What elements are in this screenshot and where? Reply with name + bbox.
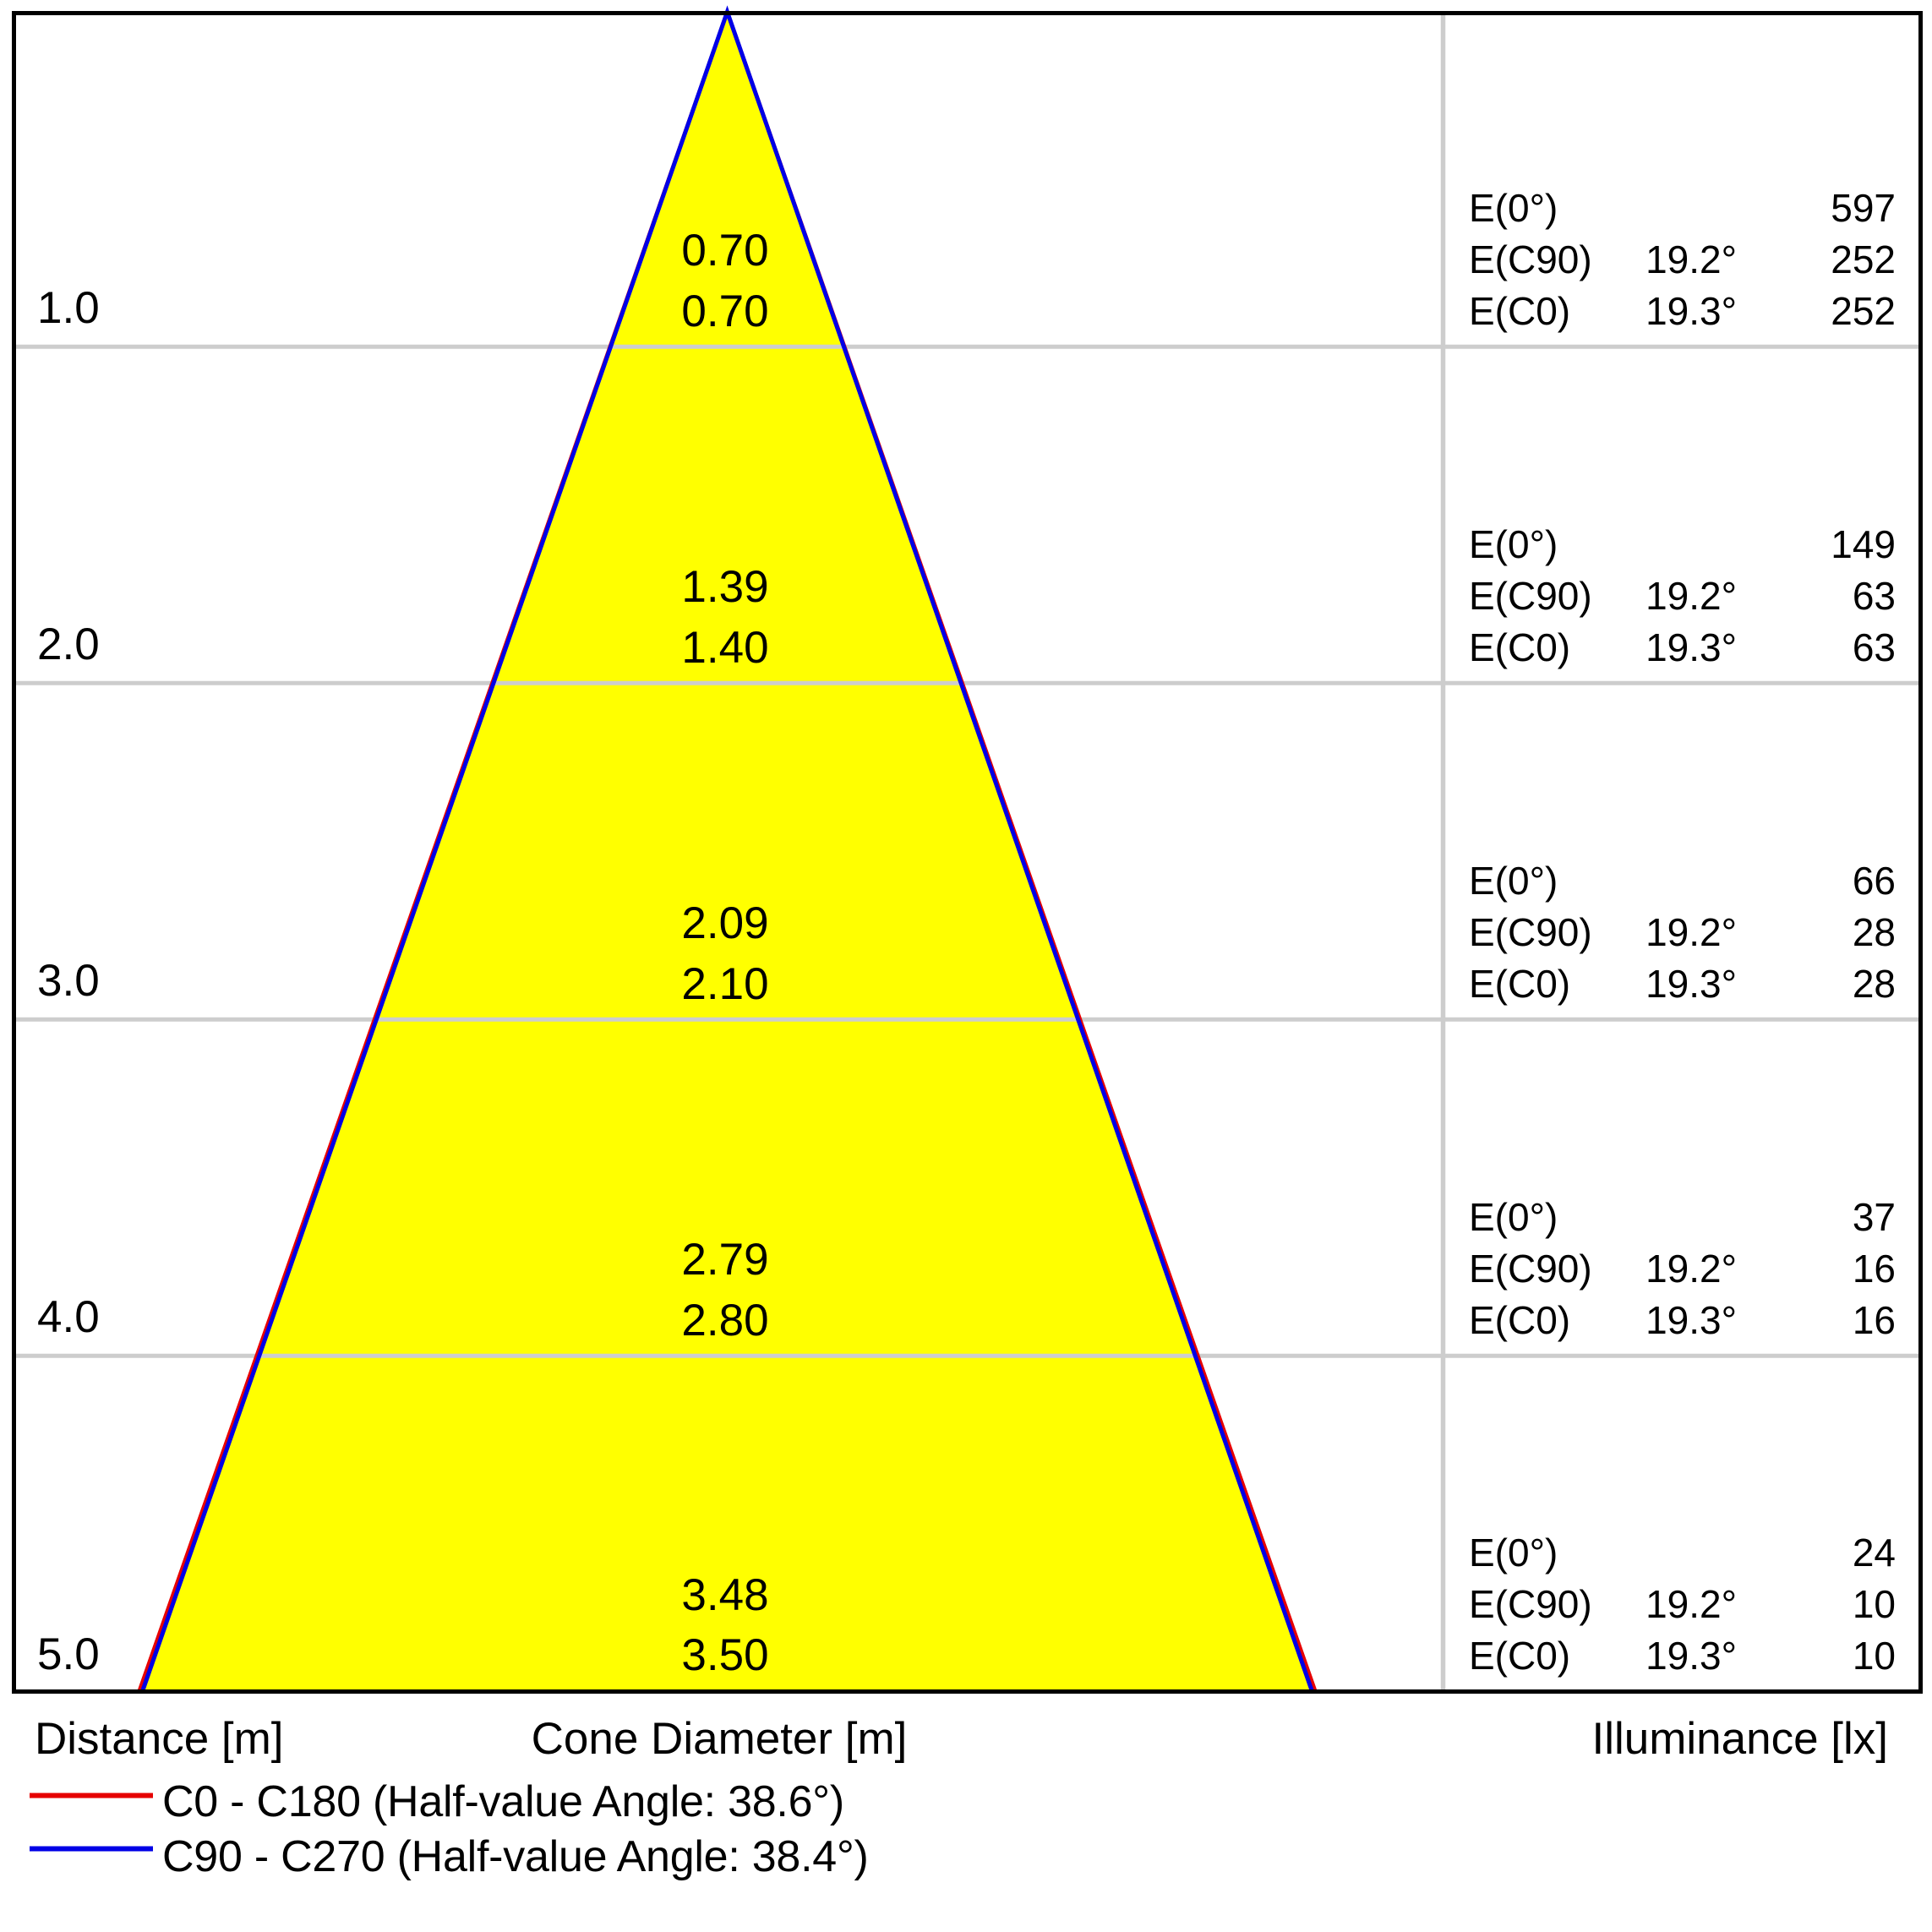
svg-text:19.3°: 19.3°	[1645, 1298, 1737, 1342]
svg-text:28: 28	[1853, 910, 1896, 954]
svg-text:252: 252	[1831, 289, 1896, 333]
svg-text:Cone Diameter [m]: Cone Diameter [m]	[532, 1714, 908, 1764]
svg-text:10: 10	[1853, 1582, 1896, 1626]
svg-text:28: 28	[1853, 962, 1896, 1006]
svg-text:E(C90): E(C90)	[1469, 910, 1592, 954]
svg-text:252: 252	[1831, 237, 1896, 281]
svg-text:1.39: 1.39	[681, 562, 768, 612]
svg-text:E(C90): E(C90)	[1469, 237, 1592, 281]
svg-text:19.3°: 19.3°	[1645, 625, 1737, 669]
svg-text:2.10: 2.10	[681, 959, 768, 1009]
svg-text:E(C0): E(C0)	[1469, 962, 1570, 1006]
svg-text:E(C0): E(C0)	[1469, 1634, 1570, 1678]
svg-text:E(C0): E(C0)	[1469, 1298, 1570, 1342]
svg-text:37: 37	[1853, 1195, 1896, 1239]
svg-text:63: 63	[1853, 625, 1896, 669]
svg-text:19.2°: 19.2°	[1645, 574, 1737, 618]
svg-text:E(0°): E(0°)	[1469, 1531, 1558, 1575]
svg-text:2.09: 2.09	[681, 898, 768, 948]
svg-text:C0 - C180 (Half-value Angle: 3: C0 - C180 (Half-value Angle: 38.6°)	[162, 1777, 844, 1826]
svg-text:16: 16	[1853, 1298, 1896, 1342]
svg-text:19.3°: 19.3°	[1645, 289, 1737, 333]
svg-text:149: 149	[1831, 522, 1896, 566]
svg-text:E(C0): E(C0)	[1469, 625, 1570, 669]
svg-text:E(C90): E(C90)	[1469, 1247, 1592, 1291]
svg-text:E(0°): E(0°)	[1469, 522, 1558, 566]
svg-text:2.79: 2.79	[681, 1235, 768, 1285]
svg-text:0.70: 0.70	[681, 226, 768, 276]
svg-text:2.0: 2.0	[37, 619, 100, 669]
svg-text:E(C0): E(C0)	[1469, 289, 1570, 333]
svg-text:E(C90): E(C90)	[1469, 1582, 1592, 1626]
svg-text:19.2°: 19.2°	[1645, 1247, 1737, 1291]
svg-text:19.2°: 19.2°	[1645, 1582, 1737, 1626]
svg-text:0.70: 0.70	[681, 287, 768, 336]
svg-text:66: 66	[1853, 859, 1896, 903]
svg-text:1.0: 1.0	[37, 283, 100, 333]
svg-text:Distance [m]: Distance [m]	[35, 1714, 284, 1764]
svg-text:3.50: 3.50	[681, 1630, 768, 1680]
svg-text:19.2°: 19.2°	[1645, 910, 1737, 954]
svg-text:63: 63	[1853, 574, 1896, 618]
svg-text:E(0°): E(0°)	[1469, 1195, 1558, 1239]
svg-text:19.2°: 19.2°	[1645, 237, 1737, 281]
svg-text:3.0: 3.0	[37, 956, 100, 1006]
svg-text:19.3°: 19.3°	[1645, 1634, 1737, 1678]
svg-text:2.80: 2.80	[681, 1296, 768, 1345]
svg-text:C90 - C270 (Half-value Angle:: C90 - C270 (Half-value Angle: 38.4°)	[162, 1832, 869, 1881]
svg-text:1.40: 1.40	[681, 623, 768, 673]
svg-text:3.48: 3.48	[681, 1570, 768, 1620]
svg-text:5.0: 5.0	[37, 1629, 100, 1679]
svg-text:16: 16	[1853, 1247, 1896, 1291]
svg-text:597: 597	[1831, 186, 1896, 230]
svg-text:E(0°): E(0°)	[1469, 186, 1558, 230]
svg-text:Illuminance [lx]: Illuminance [lx]	[1591, 1714, 1888, 1764]
svg-text:10: 10	[1853, 1634, 1896, 1678]
svg-text:E(0°): E(0°)	[1469, 859, 1558, 903]
svg-text:E(C90): E(C90)	[1469, 574, 1592, 618]
svg-text:4.0: 4.0	[37, 1292, 100, 1342]
svg-text:19.3°: 19.3°	[1645, 962, 1737, 1006]
svg-text:24: 24	[1853, 1531, 1896, 1575]
